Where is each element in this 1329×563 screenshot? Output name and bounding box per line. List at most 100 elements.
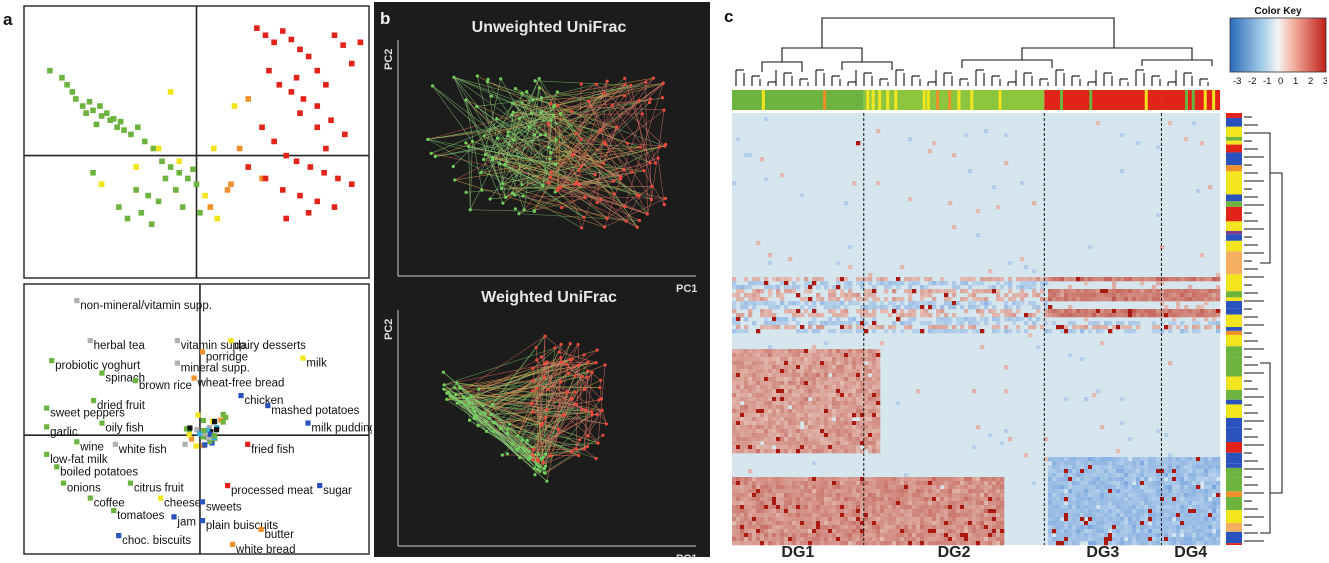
heatmap-cell: [1048, 493, 1053, 498]
heatmap-cell: [928, 321, 933, 326]
heatmap-cell: [1012, 317, 1017, 322]
heatmap-cell: [864, 329, 869, 334]
heatmap-cell: [1048, 293, 1053, 298]
heatmap-cell: [864, 505, 869, 510]
heatmap-cell: [1168, 501, 1173, 506]
heatmap-cell: [852, 377, 857, 382]
heatmap-cell: [1168, 297, 1173, 302]
heatmap-cell: [920, 493, 925, 498]
heatmap-cell: [768, 365, 773, 370]
heatmap-cell: [840, 509, 845, 514]
heatmap-cell: [820, 361, 825, 366]
pcoa-point-green: [482, 134, 486, 138]
heatmap-cell: [924, 505, 929, 510]
heatmap-cell: [1112, 525, 1117, 530]
heatmap-cell: [1144, 477, 1149, 482]
heatmap-cell: [900, 329, 905, 334]
heatmap-cell: [1176, 489, 1181, 494]
heatmap-cell: [916, 501, 921, 506]
heatmap-cell: [852, 421, 857, 426]
heatmap-cell: [872, 329, 877, 334]
heatmap-cell: [756, 301, 761, 306]
heatmap-cell: [1012, 321, 1017, 326]
heatmap-cell: [1120, 289, 1125, 294]
heatmap-cell: [796, 421, 801, 426]
heatmap-cell: [1144, 509, 1149, 514]
heatmap-cell: [1076, 501, 1081, 506]
pcoa-link: [545, 357, 562, 418]
heatmap-cell: [932, 505, 937, 510]
heatmap-cell: [1056, 309, 1061, 314]
heatmap-cell: [772, 349, 777, 354]
pcoa-point-green: [500, 453, 504, 457]
heatmap-cell: [1212, 521, 1217, 526]
heatmap-cell: [1192, 289, 1197, 294]
heatmap-cell: [732, 405, 737, 410]
panel-c-letter: c: [724, 7, 733, 26]
heatmap-cell: [840, 389, 845, 394]
scatter-point-green: [117, 118, 124, 125]
heatmap-cell: [748, 313, 753, 318]
heatmap-cell: [824, 417, 829, 422]
heatmap-cell: [768, 357, 773, 362]
heatmap-cell: [772, 481, 777, 486]
heatmap-cell: [836, 357, 841, 362]
heatmap-cell: [744, 421, 749, 426]
heatmap-cell: [1052, 505, 1057, 510]
heatmap-cell: [1200, 313, 1205, 318]
heatmap-cell: [800, 481, 805, 486]
heatmap-cell: [1200, 469, 1205, 474]
heatmap-cell: [772, 437, 777, 442]
heatmap-cell: [872, 297, 877, 302]
heatmap-cell: [752, 369, 757, 374]
heatmap-cell: [796, 529, 801, 534]
heatmap-cell: [1144, 493, 1149, 498]
heatmap-cell: [876, 477, 881, 482]
heatmap-cell: [1192, 465, 1197, 470]
heatmap-cell: [848, 329, 853, 334]
heatmap-cell: [1084, 457, 1089, 462]
heatmap-cell: [920, 293, 925, 298]
heatmap-cell: [900, 301, 905, 306]
heatmap-cell: [820, 401, 825, 406]
heatmap-cell: [752, 437, 757, 442]
heatmap-cell: [1044, 301, 1049, 306]
heatmap-cell: [1068, 477, 1073, 482]
heatmap-cell: [864, 493, 869, 498]
heatmap-cell: [780, 437, 785, 442]
heatmap-cell: [760, 349, 765, 354]
heatmap-cell: [1164, 497, 1169, 502]
heatmap-cell: [860, 409, 865, 414]
pcoa-link: [507, 98, 651, 137]
heatmap-cell: [1148, 457, 1153, 462]
group-color-stripe: [998, 90, 1002, 110]
heatmap-cell: [1104, 473, 1109, 478]
food-label: sugar: [323, 485, 352, 497]
heatmap-cell: [820, 377, 825, 382]
heatmap-cell: [864, 513, 869, 518]
heatmap-cell: [908, 517, 913, 522]
heatmap-cell: [928, 329, 933, 334]
heatmap-cell: [1080, 521, 1085, 526]
heatmap-cell: [1032, 281, 1037, 286]
scatter-point-yellow: [202, 192, 208, 199]
heatmap-cell: [764, 309, 769, 314]
pcoa-link: [545, 134, 580, 171]
heatmap-cell: [744, 293, 749, 298]
heatmap-cell: [928, 505, 933, 510]
heatmap-cell: [820, 513, 825, 518]
pcoa-point-red: [570, 357, 574, 362]
heatmap-cell: [832, 321, 837, 326]
pcoa-link: [533, 92, 605, 211]
heatmap-cell: [1160, 277, 1165, 282]
heatmap-cell: [1120, 313, 1125, 318]
heatmap-cell: [764, 317, 769, 322]
heatmap-cell: [1172, 485, 1177, 490]
heatmap-cell: [808, 445, 813, 450]
pcoa-point-red: [559, 356, 563, 360]
heatmap-cell: [980, 329, 985, 334]
heatmap-cell: [884, 477, 889, 482]
heatmap-cell: [788, 301, 793, 306]
heatmap-cell: [1100, 313, 1105, 318]
heatmap-cell: [892, 505, 897, 510]
